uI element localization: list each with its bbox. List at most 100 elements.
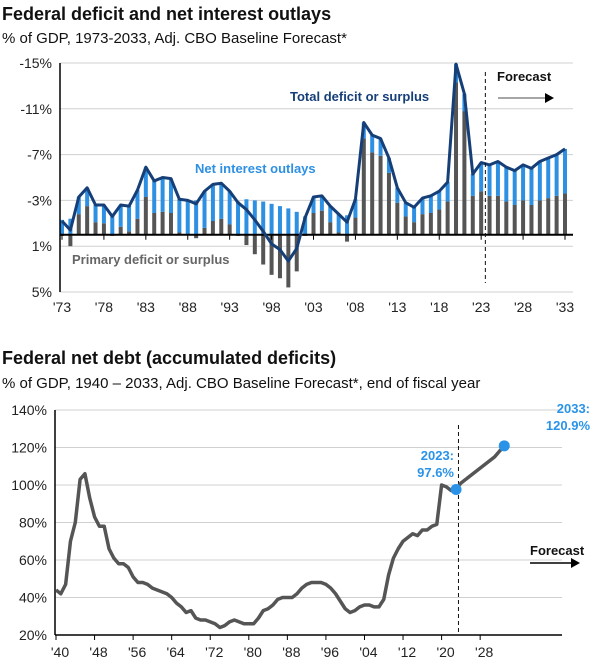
interest-bar <box>428 195 433 213</box>
x-tick-label: '78 <box>95 299 113 315</box>
x-tick-label: '08 <box>346 299 364 315</box>
x-tick-label: '03 <box>304 299 322 315</box>
x-tick-label: '93 <box>221 299 239 315</box>
primary-bar <box>454 82 459 235</box>
y-tick-label: -7% <box>27 147 52 163</box>
interest-bar <box>269 203 274 235</box>
interest-bar <box>563 148 567 194</box>
interest-bar <box>93 204 98 223</box>
x-tick-label: '23 <box>472 299 490 315</box>
primary-bar <box>118 226 123 235</box>
y-tick-label: 80% <box>19 515 47 531</box>
net-debt-line <box>54 444 506 630</box>
primary-bar <box>412 222 417 235</box>
x-tick-label: '98 <box>262 299 280 315</box>
interest-bar <box>437 191 442 210</box>
primary-bar <box>521 200 526 235</box>
x-tick-label: '72 <box>205 644 223 660</box>
x-tick-label: '73 <box>53 299 71 315</box>
y-tick-label: 20% <box>19 627 47 643</box>
chart2-subtitle: % of GDP, 1940 – 2033, Adj. CBO Baseline… <box>2 375 480 392</box>
interest-bar <box>194 200 199 235</box>
interest-bar <box>294 211 299 235</box>
total-deficit-line <box>60 62 566 263</box>
interest-bar <box>244 199 249 235</box>
primary-bar <box>294 234 299 272</box>
primary-bar <box>202 227 207 235</box>
x-tick-label: '12 <box>398 644 416 660</box>
interest-bar <box>160 177 165 212</box>
interest-bar <box>479 162 484 192</box>
primary-bar <box>495 195 500 235</box>
primary-bar <box>127 231 132 235</box>
y-tick-label: 120% <box>11 440 47 456</box>
chart1-subtitle: % of GDP, 1973-2033, Adj. CBO Baseline F… <box>2 30 347 47</box>
primary-bar <box>386 172 391 235</box>
primary-bar <box>546 198 551 235</box>
interest-bar <box>336 214 341 233</box>
interest-bar <box>127 206 132 232</box>
net-interest-label: Net interest outlays <box>195 161 316 176</box>
x-tick-label: '88 <box>179 299 197 315</box>
x-tick-label: '83 <box>137 299 155 315</box>
y-tick-label: -11% <box>20 101 52 117</box>
interest-bar <box>85 187 90 207</box>
arrow-head-icon <box>545 93 554 103</box>
debt-chart: 20% 40% 60% 80% 100% 120% 140% '40 '48 '56 '64 '72 '… <box>11 402 580 660</box>
interest-bar <box>353 199 358 218</box>
primary-bar <box>160 211 165 235</box>
primary-bar <box>403 216 408 235</box>
interest-bar <box>168 178 173 213</box>
chart2-title: Federal net debt (accumulated deficits) <box>2 348 336 368</box>
x-tick-label: '20 <box>436 644 454 660</box>
y-tick-label: -15% <box>19 55 52 71</box>
interest-bar <box>445 182 450 202</box>
x-tick-label: '18 <box>430 299 448 315</box>
point-2033 <box>498 440 510 452</box>
interest-bar <box>345 215 350 235</box>
primary-bar <box>168 212 173 235</box>
interest-bar <box>512 170 517 205</box>
y-tick-label: 1% <box>32 238 52 254</box>
x-tick-label: '28 <box>514 299 532 315</box>
interest-bar <box>227 191 232 225</box>
x-tick-label: '28 <box>475 644 493 660</box>
interest-bar <box>277 206 282 235</box>
interest-bar <box>143 167 148 197</box>
y-tick-label: -3% <box>27 192 52 208</box>
interest-bar <box>521 164 526 201</box>
interest-bar <box>412 207 417 223</box>
primary-bar <box>529 204 534 235</box>
y-tick-label: 60% <box>19 552 47 568</box>
interest-bar <box>177 199 182 233</box>
primary-bar <box>420 214 425 235</box>
arrow-head-icon <box>571 558 580 568</box>
point-2023 <box>450 484 462 495</box>
primary-bar <box>101 223 106 235</box>
primary-bar <box>336 232 341 235</box>
x-tick-label: '88 <box>282 644 300 660</box>
x-tick-label: '56 <box>128 644 146 660</box>
primary-bar <box>311 212 316 235</box>
interest-bar <box>370 135 375 153</box>
primary-bar <box>319 210 324 235</box>
primary-bar <box>512 204 517 235</box>
x-tick-label: '33 <box>556 299 574 315</box>
primary-bar <box>143 196 148 235</box>
primary-bar <box>345 234 350 242</box>
interest-bar <box>311 196 316 213</box>
interest-bar <box>319 195 324 211</box>
interest-bar <box>495 161 500 196</box>
primary-bar <box>437 209 442 235</box>
interest-bar <box>504 167 509 202</box>
interest-bar <box>152 180 157 213</box>
interest-bar <box>210 184 215 222</box>
primary-deficit-label: Primary deficit or surplus <box>72 252 230 267</box>
interest-bar <box>110 215 115 235</box>
primary-bar <box>479 191 484 235</box>
primary-bar <box>554 195 559 235</box>
interest-bar <box>185 200 190 235</box>
interest-bar <box>554 154 559 196</box>
primary-bar <box>135 218 140 235</box>
